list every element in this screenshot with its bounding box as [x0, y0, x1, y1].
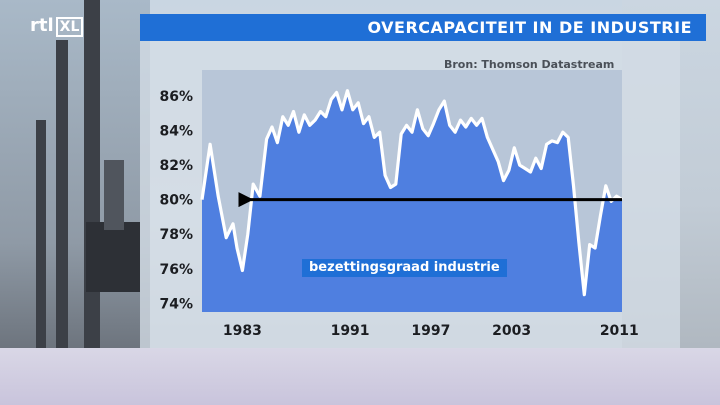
- y-tick-label: 82%: [159, 158, 193, 174]
- chimney-shape: [36, 120, 46, 350]
- channel-logo: rtl XL: [30, 14, 102, 38]
- x-tick-label: 1991: [331, 323, 370, 339]
- chart-title: OVERCAPACITEIT IN DE INDUSTRIE: [367, 18, 692, 37]
- y-axis: 86% 84% 82% 80% 78% 76% 74%: [159, 89, 193, 312]
- y-tick-label: 84%: [159, 124, 193, 140]
- x-tick-label: 1997: [411, 323, 450, 339]
- x-tick-label: 2003: [492, 323, 531, 339]
- chimney-shape: [56, 40, 68, 350]
- background-scenery-bottom: [0, 348, 720, 405]
- series-label: bezettingsgraad industrie: [302, 259, 507, 277]
- source-credit: Bron: Thomson Datastream: [444, 58, 615, 71]
- series-area: [202, 90, 622, 312]
- y-tick-label: 74%: [159, 296, 193, 312]
- y-tick-label: 80%: [159, 193, 193, 209]
- y-tick-label: 78%: [159, 227, 193, 243]
- title-bar: OVERCAPACITEIT IN DE INDUSTRIE: [140, 14, 706, 41]
- x-tick-label: 2011: [600, 323, 639, 339]
- x-tick-label: 1983: [223, 323, 262, 339]
- logo-badge: XL: [55, 17, 84, 37]
- logo-text: rtl: [30, 15, 54, 36]
- y-tick-label: 76%: [159, 262, 193, 278]
- background-scenery-left: [0, 0, 150, 405]
- x-axis: 1983 1991 1997 2003 2011: [223, 323, 639, 339]
- y-tick-label: 86%: [159, 89, 193, 105]
- building-shape: [104, 160, 124, 230]
- building-shape: [86, 222, 140, 292]
- series-line: [200, 89, 623, 297]
